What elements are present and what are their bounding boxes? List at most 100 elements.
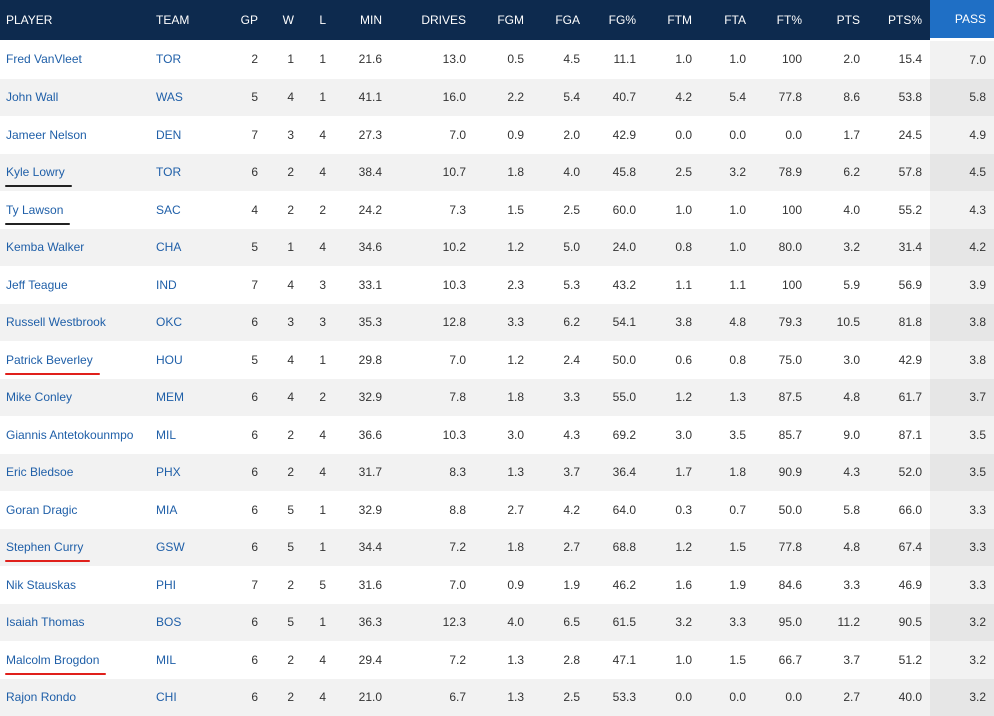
stat-cell-l: 2 — [302, 191, 334, 229]
stat-cell-ptsp: 52.0 — [868, 454, 930, 492]
team-abbr-link[interactable]: BOS — [156, 615, 181, 629]
stat-cell-w: 5 — [266, 529, 302, 567]
stat-cell-gp: 6 — [214, 529, 266, 567]
player-name-link[interactable]: Malcolm Brogdon — [6, 653, 99, 667]
stat-cell-l: 2 — [302, 379, 334, 417]
player-name-link[interactable]: Russell Westbrook — [6, 315, 106, 329]
stat-cell-fga: 5.4 — [532, 79, 588, 117]
team-abbr-link[interactable]: HOU — [156, 353, 183, 367]
team-abbr-link[interactable]: CHA — [156, 240, 181, 254]
column-header-l[interactable]: L — [302, 0, 334, 40]
column-header-ptsp[interactable]: PTS% — [868, 0, 930, 40]
team-abbr-link[interactable]: GSW — [156, 540, 185, 554]
column-header-w[interactable]: W — [266, 0, 302, 40]
stat-cell-ftp: 85.7 — [754, 416, 810, 454]
team-abbr-link[interactable]: MEM — [156, 390, 184, 404]
column-header-pass[interactable]: PASS — [930, 0, 994, 40]
stat-cell-ptsp: 46.9 — [868, 566, 930, 604]
stat-cell-ftm: 2.5 — [644, 154, 700, 192]
team-abbr-link[interactable]: OKC — [156, 315, 182, 329]
column-header-min[interactable]: MIN — [334, 0, 390, 40]
stat-cell-drives: 7.0 — [390, 341, 474, 379]
stat-cell-ptsp: 66.0 — [868, 491, 930, 529]
column-header-drives[interactable]: DRIVES — [390, 0, 474, 40]
player-name-link[interactable]: Ty Lawson — [6, 203, 63, 217]
stat-cell-pass: 4.3 — [930, 191, 994, 229]
stat-cell-gp: 6 — [214, 491, 266, 529]
team-cell: BOS — [150, 604, 214, 642]
player-name-link[interactable]: Rajon Rondo — [6, 690, 76, 704]
stat-cell-fta: 0.0 — [700, 116, 754, 154]
team-abbr-link[interactable]: TOR — [156, 52, 181, 66]
stat-cell-drives: 6.7 — [390, 679, 474, 716]
player-name-link[interactable]: Jameer Nelson — [6, 128, 87, 142]
stat-cell-fta: 1.3 — [700, 379, 754, 417]
player-name-link[interactable]: Fred VanVleet — [6, 52, 82, 66]
column-header-player[interactable]: PLAYER — [0, 0, 150, 40]
player-name-link[interactable]: Mike Conley — [6, 390, 72, 404]
team-abbr-link[interactable]: MIL — [156, 653, 176, 667]
player-name-link[interactable]: Eric Bledsoe — [6, 465, 73, 479]
team-abbr-link[interactable]: PHI — [156, 578, 176, 592]
column-header-fta[interactable]: FTA — [700, 0, 754, 40]
stat-cell-fga: 2.7 — [532, 529, 588, 567]
stat-cell-ftp: 78.9 — [754, 154, 810, 192]
player-name-link[interactable]: Giannis Antetokounmpo — [6, 428, 133, 442]
stat-cell-drives: 7.2 — [390, 529, 474, 567]
team-abbr-link[interactable]: MIA — [156, 503, 177, 517]
stat-cell-fga: 3.3 — [532, 379, 588, 417]
stat-cell-drives: 8.3 — [390, 454, 474, 492]
player-name-link[interactable]: Goran Dragic — [6, 503, 77, 517]
stat-cell-w: 5 — [266, 604, 302, 642]
player-name-link[interactable]: John Wall — [6, 90, 58, 104]
team-abbr-link[interactable]: IND — [156, 278, 177, 292]
player-name-link[interactable]: Kemba Walker — [6, 240, 84, 254]
stat-cell-ptsp: 61.7 — [868, 379, 930, 417]
column-header-gp[interactable]: GP — [214, 0, 266, 40]
player-name-link[interactable]: Patrick Beverley — [6, 353, 93, 367]
stat-cell-min: 29.8 — [334, 341, 390, 379]
player-name-link[interactable]: Kyle Lowry — [6, 165, 65, 179]
column-header-ftp[interactable]: FT% — [754, 0, 810, 40]
column-header-team[interactable]: TEAM — [150, 0, 214, 40]
stat-cell-fgm: 0.5 — [474, 40, 532, 79]
player-cell: Jameer Nelson — [0, 116, 150, 154]
stat-cell-fgm: 0.9 — [474, 116, 532, 154]
player-name-link[interactable]: Stephen Curry — [6, 540, 83, 554]
stat-cell-ftm: 1.0 — [644, 40, 700, 79]
stat-cell-fta: 1.5 — [700, 529, 754, 567]
column-header-fgm[interactable]: FGM — [474, 0, 532, 40]
player-name-link[interactable]: Nik Stauskas — [6, 578, 76, 592]
stat-cell-fgm: 1.8 — [474, 529, 532, 567]
stat-cell-w: 1 — [266, 229, 302, 267]
stat-cell-w: 4 — [266, 379, 302, 417]
stat-cell-pass: 3.5 — [930, 454, 994, 492]
team-abbr-link[interactable]: CHI — [156, 690, 177, 704]
team-abbr-link[interactable]: SAC — [156, 203, 181, 217]
stat-cell-fga: 2.0 — [532, 116, 588, 154]
team-abbr-link[interactable]: MIL — [156, 428, 176, 442]
team-abbr-link[interactable]: TOR — [156, 165, 181, 179]
stat-cell-gp: 6 — [214, 641, 266, 679]
stat-cell-fgp: 24.0 — [588, 229, 644, 267]
player-name-link[interactable]: Jeff Teague — [6, 278, 68, 292]
stat-cell-ptsp: 55.2 — [868, 191, 930, 229]
player-name-link[interactable]: Isaiah Thomas — [6, 615, 85, 629]
column-header-fga[interactable]: FGA — [532, 0, 588, 40]
stat-cell-drives: 7.3 — [390, 191, 474, 229]
stat-cell-pts: 3.2 — [810, 229, 868, 267]
column-header-fgp[interactable]: FG% — [588, 0, 644, 40]
stat-cell-fgm: 2.3 — [474, 266, 532, 304]
column-header-ftm[interactable]: FTM — [644, 0, 700, 40]
column-header-pts[interactable]: PTS — [810, 0, 868, 40]
team-abbr-link[interactable]: PHX — [156, 465, 181, 479]
stat-cell-fga: 2.4 — [532, 341, 588, 379]
stat-cell-l: 4 — [302, 154, 334, 192]
player-cell: John Wall — [0, 79, 150, 117]
team-abbr-link[interactable]: WAS — [156, 90, 183, 104]
stat-cell-ftm: 1.2 — [644, 379, 700, 417]
team-abbr-link[interactable]: DEN — [156, 128, 181, 142]
